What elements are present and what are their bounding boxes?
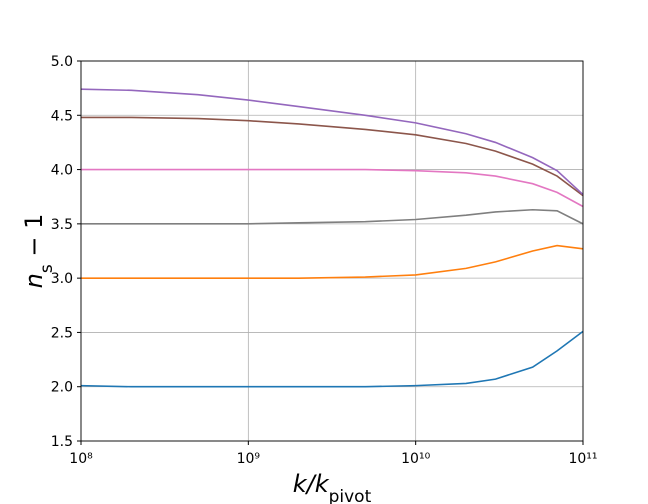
- series-line: [81, 208, 584, 225]
- y-tick-label: 2.5: [51, 325, 73, 341]
- series-line: [80, 88, 584, 196]
- y-tick-label: 4.0: [51, 163, 73, 179]
- y-tick-label: 1.5: [51, 434, 73, 450]
- y-tick-label: 3.5: [51, 217, 73, 233]
- y-label-sub: s: [37, 264, 57, 273]
- x-tick-label: 10⁸: [69, 451, 93, 467]
- y-tick-label: 2.0: [51, 380, 73, 396]
- x-label-main: k/k: [293, 470, 330, 498]
- y-tick-label: 3.0: [51, 271, 73, 287]
- y-tick-label: 4.5: [51, 108, 73, 124]
- series-line: [81, 244, 584, 279]
- plot-frame: [80, 60, 584, 442]
- x-tick-label: 10¹⁰: [401, 451, 430, 467]
- y-label-rest: − 1: [20, 214, 48, 265]
- series-line: [81, 116, 584, 197]
- series-line: [80, 330, 584, 388]
- series-line: [81, 168, 584, 208]
- x-axis-label: k/kpivot: [293, 470, 372, 504]
- y-label-main: n: [20, 273, 48, 288]
- x-label-sub: pivot: [329, 487, 372, 504]
- y-axis-label: ns − 1: [20, 214, 57, 289]
- y-tick-label: 5.0: [51, 54, 73, 70]
- x-tick-label: 10⁹: [237, 451, 261, 467]
- x-tick-label: 10¹¹: [568, 451, 597, 467]
